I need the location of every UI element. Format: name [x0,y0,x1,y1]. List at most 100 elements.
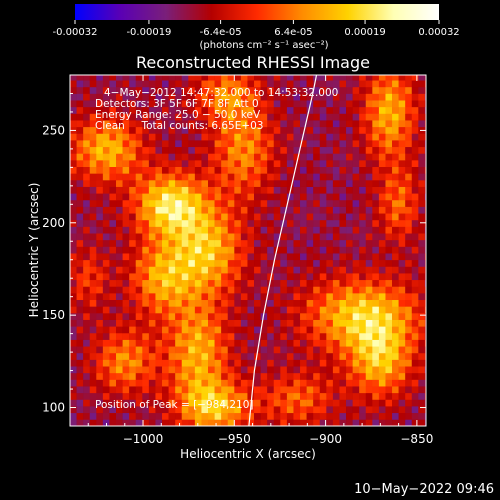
heatmap-cell [405,186,413,194]
heatmap-cell [385,233,393,241]
heatmap-cell [102,186,110,194]
heatmap-cell [418,239,426,247]
heatmap-cell [267,326,275,334]
heatmap-cell [372,213,380,221]
heatmap-cell [332,312,340,320]
heatmap-cell [313,133,321,141]
heatmap-cell [76,153,84,161]
heatmap-cell [188,166,196,174]
heatmap-cell [188,246,196,254]
heatmap-cell [221,259,229,267]
heatmap-cell [346,253,353,261]
annotation-clean-counts: Clean Total counts: 6.65E+03 [95,120,264,132]
heatmap-cell [221,292,229,301]
heatmap-cell [135,246,143,254]
heatmap-cell [109,392,117,400]
heatmap-cell [339,100,347,108]
heatmap-cell [267,372,275,380]
heatmap-cell [201,279,209,287]
heatmap-cell [378,106,386,114]
heatmap-cell [293,219,301,227]
heatmap-cell [346,146,353,154]
heatmap-cell [313,279,321,287]
heatmap-cell [214,292,222,301]
heatmap-cell [339,226,347,234]
heatmap-cell [313,206,321,214]
heatmap-cell [313,392,321,400]
heatmap-cell [109,75,117,81]
heatmap-cell [273,392,281,400]
heatmap-cell [326,319,334,327]
heatmap-cell [214,140,222,148]
heatmap-cell [83,392,91,400]
heatmap-cell [418,80,426,88]
heatmap-cell [234,299,242,307]
heatmap-cell [96,326,104,334]
heatmap-cell [135,379,143,387]
heatmap-cell [188,86,196,94]
heatmap-cell [227,166,235,174]
heatmap-cell [168,80,176,88]
annotation-time-range: 4−May−2012 14:47:32.000 to 14:53:32.000 [104,87,338,99]
heatmap-cell [181,412,189,420]
heatmap-cell [234,246,242,254]
heatmap-cell [326,273,334,281]
heatmap-cell [240,299,248,307]
heatmap-cell [339,126,347,134]
heatmap-cell [168,419,176,426]
heatmap-cell [339,106,347,114]
heatmap-cell [313,226,321,234]
heatmap-cell [319,120,327,128]
heatmap-cell [221,299,229,307]
heatmap-cell [194,399,202,407]
heatmap-cell [319,75,327,81]
heatmap-cell [365,133,373,141]
heatmap-cell [96,273,104,281]
heatmap-cell [122,186,130,194]
heatmap-cell [359,75,367,81]
heatmap-cell [405,286,413,294]
heatmap-cell [306,292,314,301]
heatmap-cell [240,86,248,94]
heatmap-cell [405,106,413,114]
heatmap-cell [326,366,334,374]
heatmap-cell [194,219,202,227]
heatmap-cell [286,253,294,261]
heatmap-cell [148,279,156,287]
heatmap-cell [385,419,393,426]
heatmap-cell [286,233,294,241]
heatmap-cell [411,133,419,141]
heatmap-cell [227,106,235,114]
heatmap-cell [102,179,110,187]
heatmap-cell [306,80,314,88]
heatmap-cell [332,153,340,161]
heatmap-cell [293,213,301,221]
heatmap-cell [273,179,281,187]
heatmap-cell [267,312,275,320]
heatmap-cell [319,159,327,167]
heatmap-cell [102,219,110,227]
heatmap-cell [227,239,235,247]
heatmap-cell [254,379,261,387]
heatmap-cell [102,412,110,420]
heatmap-cell [142,133,150,141]
heatmap-cell [96,412,104,420]
heatmap-cell [116,379,123,387]
heatmap-cell [352,319,360,327]
heatmap-cell [326,326,334,334]
heatmap-cell [286,372,294,380]
heatmap-cell [181,219,189,227]
heatmap-cell [194,386,202,394]
heatmap-cell [194,259,202,267]
heatmap-cell [313,153,321,161]
heatmap-cell [260,186,268,194]
heatmap-cell [332,372,340,380]
heatmap-cell [221,279,229,287]
heatmap-cell [162,93,169,101]
heatmap-cell [116,279,123,287]
heatmap-cell [208,339,215,347]
heatmap-cell [70,339,77,347]
heatmap-cell [352,312,360,320]
heatmap-cell [168,246,176,254]
heatmap-cell [181,106,189,114]
